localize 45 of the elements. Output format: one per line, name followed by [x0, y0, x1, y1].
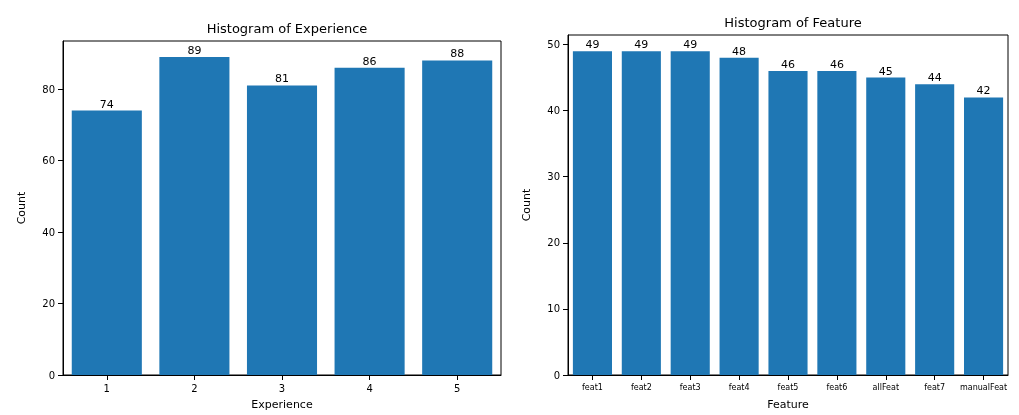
y-axis-title: Count: [520, 187, 533, 222]
x-tick-label: feat4: [728, 382, 750, 392]
y-tick-label: 60: [42, 155, 55, 167]
y-tick-label: 40: [547, 105, 560, 117]
x-tick-label: allFeat: [872, 382, 900, 392]
data-label: 42: [976, 84, 991, 98]
x-tick-label: 4: [366, 382, 373, 394]
y-tick-label: 20: [42, 298, 55, 310]
data-label: 89: [187, 43, 202, 57]
data-label: 48: [732, 44, 747, 58]
y-tick-label: 20: [547, 237, 560, 249]
data-label: 49: [683, 38, 698, 52]
y-tick-label: 0: [48, 369, 55, 381]
x-axis-title: Experience: [251, 398, 313, 411]
y-tick-label: 0: [553, 369, 560, 381]
data-label: 46: [781, 58, 795, 72]
y-tick-label: 80: [42, 83, 55, 95]
x-tick-label: feat6: [826, 382, 848, 392]
y-tick-label: 50: [547, 39, 560, 51]
data-label: 46: [829, 58, 844, 72]
data-label: 81: [275, 72, 289, 86]
x-tick-label: feat5: [777, 382, 799, 392]
x-tick-label: 2: [191, 382, 198, 394]
x-tick-label: 1: [103, 382, 110, 394]
data-label: 44: [927, 71, 942, 85]
y-tick-label: 10: [547, 303, 560, 315]
y-tick-label: 30: [547, 171, 560, 183]
chart-title: Histogram of Feature: [724, 15, 862, 30]
data-label: 49: [585, 38, 600, 52]
chart-title: Histogram of Experience: [206, 21, 368, 36]
x-tick-label: feat3: [679, 382, 701, 392]
x-tick-label: 3: [278, 382, 286, 394]
y-axis-title: Count: [15, 190, 28, 225]
x-tick-label: feat7: [924, 382, 946, 392]
x-tick-label: feat1: [582, 382, 603, 392]
data-label: 74: [99, 97, 114, 111]
data-label: 49: [634, 38, 649, 52]
x-axis-title: Feature: [767, 398, 810, 411]
x-tick-label: 5: [454, 382, 461, 394]
data-label: 88: [450, 47, 465, 61]
x-tick-label: feat2: [630, 382, 652, 392]
y-tick-label: 40: [42, 226, 55, 238]
data-label: 45: [878, 64, 893, 78]
data-label: 86: [362, 54, 377, 68]
x-tick-label: manualFeat: [960, 382, 1008, 392]
